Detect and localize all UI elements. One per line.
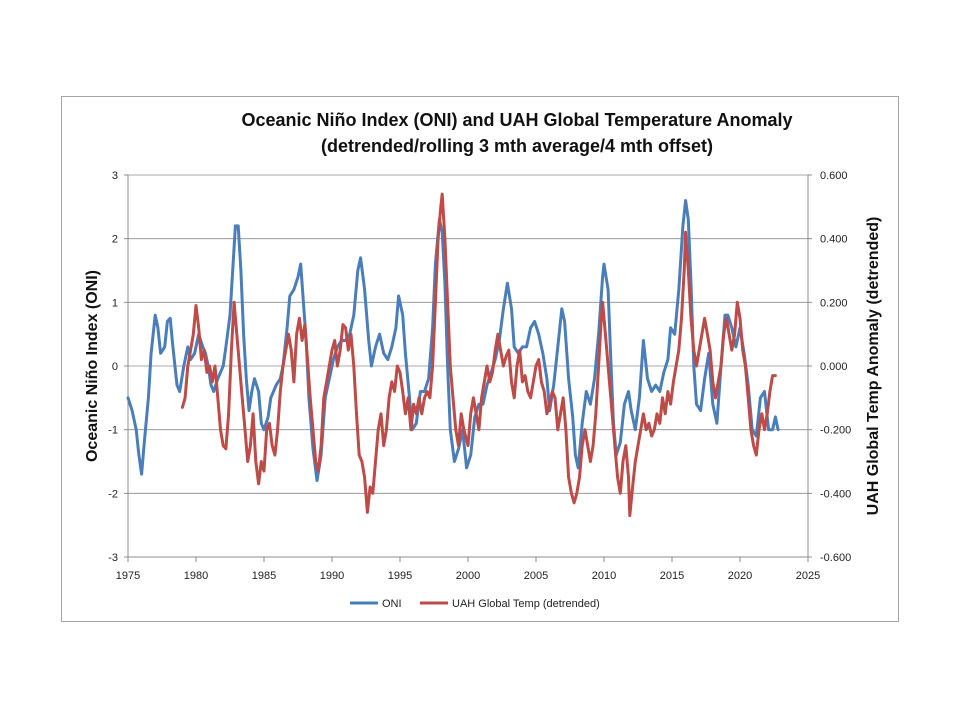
y-right-tick-label: -0.400 [820,488,851,500]
y-right-tick-label: 0.200 [820,297,848,309]
x-tick-label: 2010 [592,570,616,582]
x-tick-label: 2025 [796,570,820,582]
y-left-tick-label: 1 [112,297,118,309]
y-right-tick-label: -0.200 [820,425,851,437]
x-tick-label: 2020 [728,570,752,582]
y-left-tick-label: -1 [108,425,118,437]
x-tick-label: 2015 [660,570,684,582]
legend: ONI UAH Global Temp (detrended) [350,598,600,610]
y-right-tick-label: 0.600 [820,170,848,182]
chart-subtitle: (detrended/rolling 3 mth average/4 mth o… [321,136,713,156]
x-tick-label: 1985 [252,570,276,582]
y-left-tick-label: 3 [112,170,118,182]
y-right-tick-label: 0.400 [820,234,848,246]
y-left-tick-label: 2 [112,234,118,246]
legend-label-uah: UAH Global Temp (detrended) [452,598,600,610]
series-line-uah [180,192,777,518]
x-tick-label: 1980 [184,570,208,582]
y-right-tick-labels: 0.600 0.400 0.200 0.000 -0.200 -0.400 -0.600 [820,170,851,564]
x-tick-label: 2005 [524,570,548,582]
y-left-tick-label: -2 [108,488,118,500]
x-tick-label: 2000 [456,570,480,582]
y-left-axis-title: Oceanic Niño Index (ONI) [84,270,101,462]
y-right-tick-label: -0.600 [820,552,851,564]
y-left-tick-labels: 3 2 1 0 -1 -2 -3 [108,170,118,564]
y-right-axis-title: UAH Global Temp Anomaly (detrended) [865,217,882,516]
y-left-tick-label: -3 [108,552,118,564]
x-tick-label: 1990 [320,570,344,582]
axes [124,174,812,562]
x-tick-label: 1995 [388,570,412,582]
y-right-tick-label: 0.000 [820,361,848,373]
legend-label-oni: ONI [382,598,402,610]
chart-title: Oceanic Niño Index (ONI) and UAH Global … [241,110,792,130]
y-left-tick-label: 0 [112,361,118,373]
x-tick-label: 1975 [116,570,140,582]
series-lines [126,192,780,518]
x-tick-labels: 1975 1980 1985 1990 1995 2000 2005 2010 2015 2020… [116,570,820,582]
